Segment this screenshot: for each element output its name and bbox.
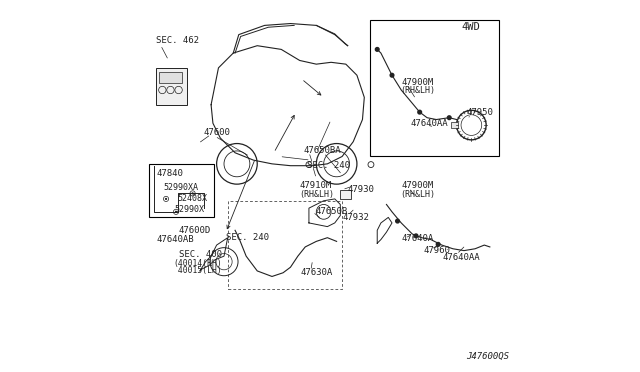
Text: 40015(LH): 40015(LH) xyxy=(173,266,222,275)
Text: 47650B: 47650B xyxy=(316,207,348,217)
Text: 47600D: 47600D xyxy=(179,226,211,235)
Text: 47950: 47950 xyxy=(467,108,494,117)
Circle shape xyxy=(447,116,451,119)
Text: SEC. 400: SEC. 400 xyxy=(179,250,222,259)
Circle shape xyxy=(175,211,177,213)
Circle shape xyxy=(414,234,418,238)
Text: 47932: 47932 xyxy=(342,213,369,222)
Text: 52408X: 52408X xyxy=(178,195,208,203)
Bar xyxy=(370,20,499,157)
Text: (RH&LH): (RH&LH) xyxy=(300,190,335,199)
Text: J47600QS: J47600QS xyxy=(466,352,509,361)
Text: 47900M: 47900M xyxy=(401,78,433,87)
Bar xyxy=(340,190,351,199)
Text: SEC. 240: SEC. 240 xyxy=(307,161,350,170)
Text: (RH&LH): (RH&LH) xyxy=(401,86,435,95)
Text: 47840: 47840 xyxy=(157,169,184,177)
Text: 52990XA: 52990XA xyxy=(163,183,198,192)
Circle shape xyxy=(390,73,394,77)
Circle shape xyxy=(396,219,399,223)
Text: 47640AA: 47640AA xyxy=(443,253,481,263)
Bar xyxy=(156,68,187,105)
Text: 47630A: 47630A xyxy=(301,268,333,277)
Text: (RH&LH): (RH&LH) xyxy=(401,190,435,199)
Text: 47960: 47960 xyxy=(424,246,451,255)
Circle shape xyxy=(436,243,440,246)
Text: SEC. 462: SEC. 462 xyxy=(156,36,198,45)
Bar xyxy=(159,71,182,83)
Text: 47640A: 47640A xyxy=(401,234,433,243)
Text: 47600: 47600 xyxy=(204,128,230,137)
Circle shape xyxy=(376,48,379,51)
Text: 47930: 47930 xyxy=(348,185,374,194)
Text: 47640AB: 47640AB xyxy=(157,235,195,244)
Circle shape xyxy=(418,110,422,114)
Circle shape xyxy=(165,198,167,200)
Text: SEC. 240: SEC. 240 xyxy=(226,233,269,242)
Circle shape xyxy=(191,192,194,195)
Text: 4WD: 4WD xyxy=(461,22,480,32)
Text: 47900M: 47900M xyxy=(401,182,433,190)
Text: 47650BA: 47650BA xyxy=(303,147,341,155)
Bar xyxy=(451,122,458,128)
Text: 47640AA: 47640AA xyxy=(410,119,448,128)
Bar xyxy=(149,164,214,217)
Text: 47910M: 47910M xyxy=(300,182,332,190)
Text: (40014(RH): (40014(RH) xyxy=(173,259,222,268)
Text: 52990X: 52990X xyxy=(174,205,204,215)
